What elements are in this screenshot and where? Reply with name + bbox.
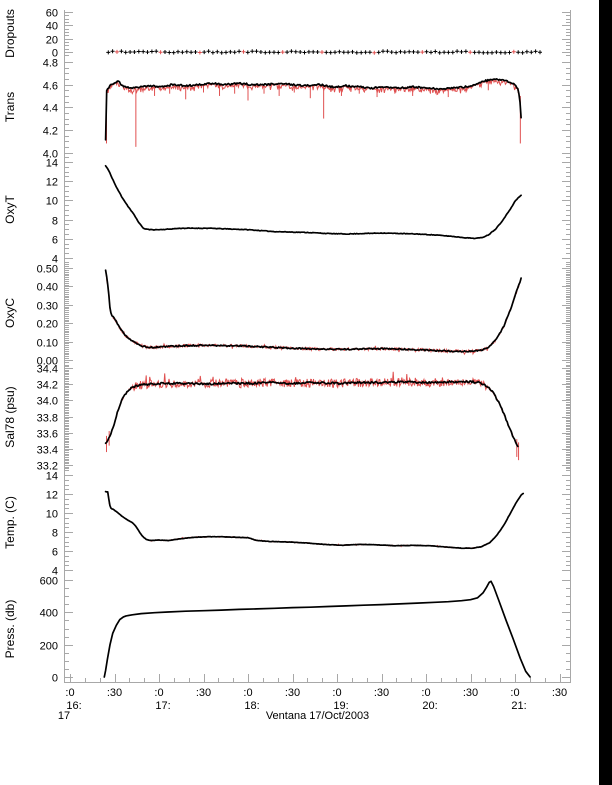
y-tick-label: 0.00 — [37, 356, 58, 368]
x-tick-label: :0 — [510, 687, 519, 699]
x-tick-label: :0 — [421, 687, 430, 699]
y-axis-title: Dropouts — [3, 9, 17, 58]
x-tick-label: :30 — [107, 687, 122, 699]
series-oxyc-black — [104, 269, 522, 353]
y-tick-label: 4.2 — [43, 126, 58, 138]
x-hour-label: 20: — [422, 700, 437, 712]
y-tick-label: 0.30 — [37, 301, 58, 313]
y-tick-label: 33.8 — [37, 413, 58, 425]
corner-label: 17 — [57, 710, 71, 722]
series-press — [103, 580, 531, 678]
x-hour-label: 19: — [333, 700, 348, 712]
x-tick-label: :30 — [552, 687, 567, 699]
y-tick-label: 33.2 — [37, 461, 58, 473]
series-oxyt — [104, 164, 522, 240]
x-hour-label: 21: — [511, 700, 526, 712]
y-tick-label: 200 — [40, 641, 58, 653]
y-tick-label: 4 — [52, 566, 58, 578]
y-tick-label: 34.4 — [37, 364, 58, 376]
y-axis-title: Sal78 (psu) — [3, 386, 17, 447]
y-tick-label: 10 — [46, 509, 58, 521]
series-temp — [104, 490, 525, 550]
x-hour-label: 17: — [155, 700, 170, 712]
y-tick-label: 4.8 — [43, 58, 58, 70]
series-trans-black — [104, 78, 522, 141]
y-tick-label: 60 — [46, 8, 58, 20]
y-tick-label: 33.6 — [37, 429, 58, 441]
y-tick-label: 0.40 — [37, 282, 58, 294]
y-tick-label: 0.50 — [37, 264, 58, 276]
y-tick-label: 10 — [46, 196, 58, 208]
x-tick-label: :0 — [332, 687, 341, 699]
series-oxyc-red — [105, 269, 522, 356]
figure-caption: Ventana 17/Oct/2003 — [265, 710, 370, 722]
y-tick-label: 14 — [46, 158, 58, 170]
y-tick-label: 4 — [52, 254, 58, 266]
series-temp-black — [104, 490, 525, 550]
y-tick-label: 34.0 — [37, 396, 58, 408]
y-axis-title: Press. (db) — [3, 600, 17, 659]
black-border-bar — [599, 0, 612, 785]
series-sal78 — [104, 371, 520, 461]
y-tick-label: 8 — [52, 528, 58, 540]
x-tick-label: :0 — [65, 687, 74, 699]
dropout-markers — [106, 49, 542, 55]
x-tick-label: :30 — [285, 687, 300, 699]
y-axis-title: OxyT — [3, 195, 17, 224]
y-tick-label: 4.0 — [43, 149, 58, 161]
axis-labels: 0204060Dropouts4.04.24.44.64.8Trans46810… — [3, 8, 567, 713]
series-press-black — [103, 580, 531, 678]
y-tick-label: 0.20 — [37, 319, 58, 331]
y-tick-label: 14 — [46, 471, 58, 483]
series-sal78-black — [104, 380, 519, 448]
y-tick-label: 0 — [52, 673, 58, 685]
x-hour-label: 18: — [244, 700, 259, 712]
y-tick-label: 600 — [40, 576, 58, 588]
x-tick-label: :30 — [463, 687, 478, 699]
y-axis-title: Trans — [3, 92, 17, 122]
y-tick-label: 12 — [46, 490, 58, 502]
x-tick-label: :0 — [154, 687, 163, 699]
series-oxyt-black — [104, 164, 522, 240]
axes — [64, 10, 571, 683]
y-axis-title: Temp. (C) — [3, 496, 17, 549]
y-axis-title: OxyC — [3, 298, 17, 328]
y-tick-label: 4.4 — [43, 103, 58, 115]
x-tick-label: :0 — [243, 687, 252, 699]
y-tick-label: 33.4 — [37, 445, 58, 457]
y-tick-label: 6 — [52, 235, 58, 247]
x-tick-label: :30 — [374, 687, 389, 699]
x-tick-label: :30 — [196, 687, 211, 699]
series-oxyc — [104, 269, 522, 356]
y-tick-label: 20 — [46, 35, 58, 47]
y-tick-label: 0.10 — [37, 338, 58, 350]
y-tick-label: 8 — [52, 216, 58, 228]
y-tick-label: 34.2 — [37, 380, 58, 392]
y-tick-label: 6 — [52, 547, 58, 559]
dropout-markers-red — [115, 49, 516, 55]
y-tick-label: 4.6 — [43, 81, 58, 93]
y-tick-label: 400 — [40, 608, 58, 620]
series-trans — [104, 78, 522, 147]
x-hour-label: 16: — [66, 700, 81, 712]
y-tick-label: 12 — [46, 177, 58, 189]
y-tick-label: 40 — [46, 21, 58, 33]
y-tick-label: 0 — [52, 48, 58, 60]
series-dropouts — [106, 49, 542, 55]
